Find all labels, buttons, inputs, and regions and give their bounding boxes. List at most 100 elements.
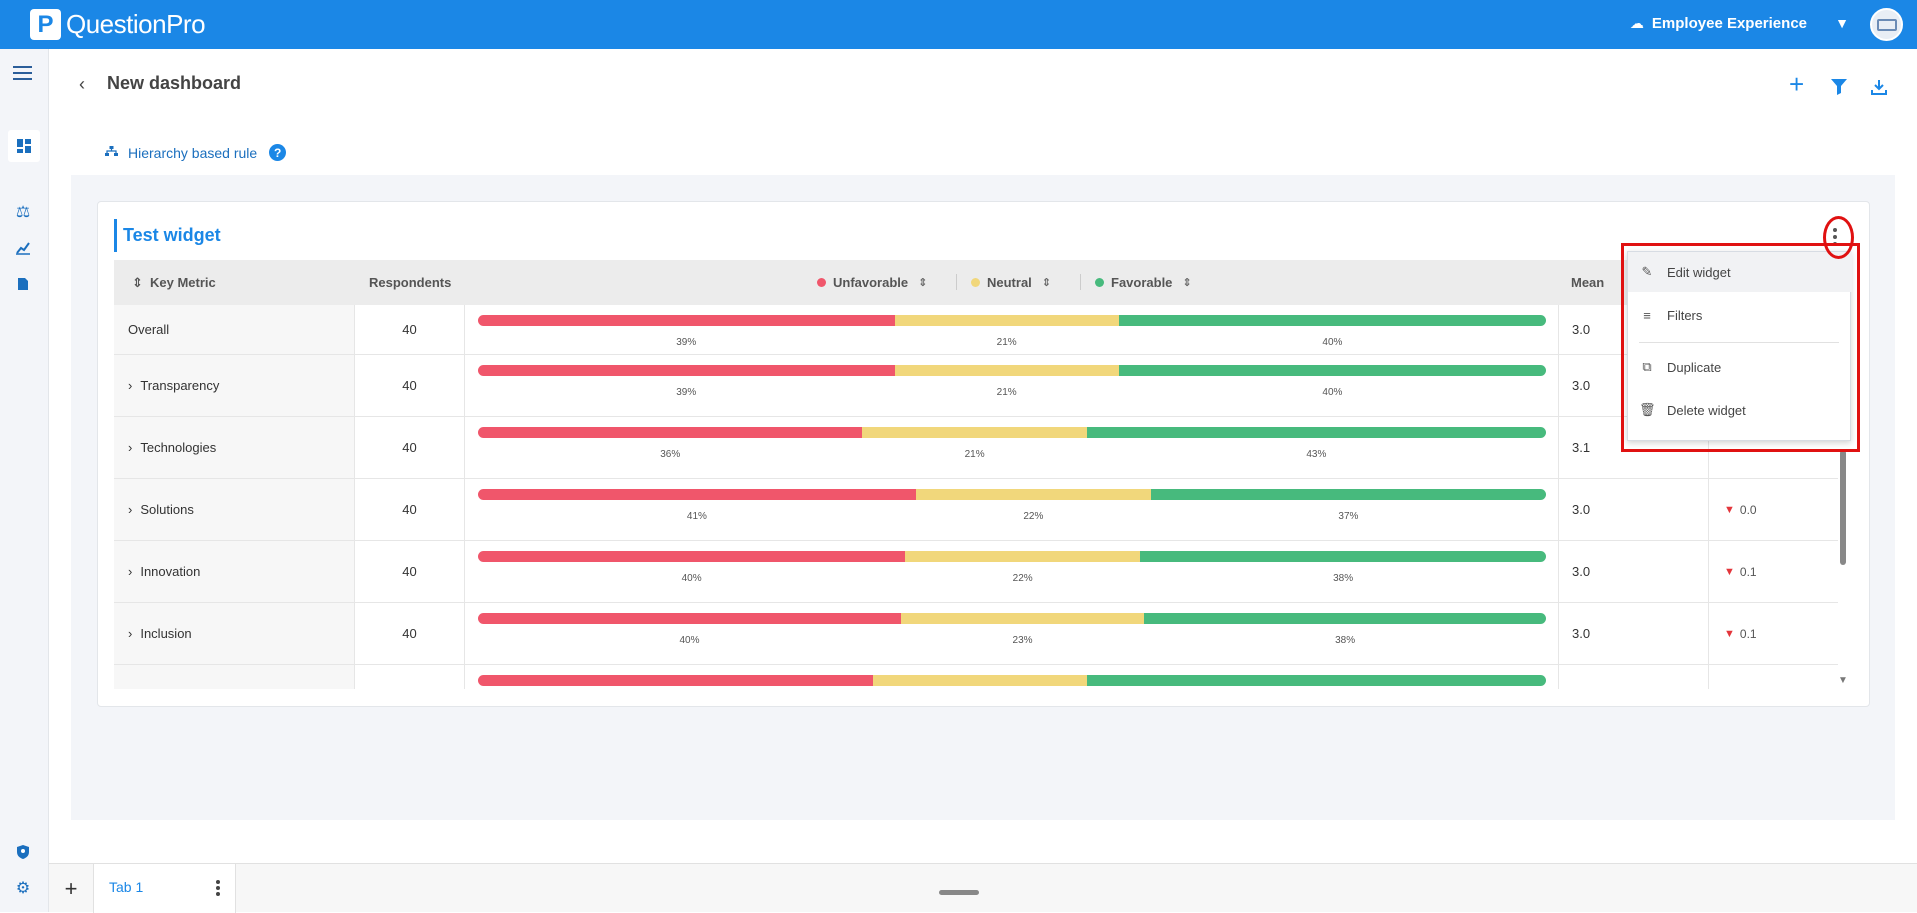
neutral-segment[interactable]: [900, 613, 1145, 624]
menu-item-filters[interactable]: ≡ Filters: [1628, 295, 1852, 335]
mean-cell: 3.1: [1572, 440, 1591, 455]
distribution-bar[interactable]: [478, 315, 1546, 326]
menu-item-label: Delete widget: [1667, 402, 1746, 418]
logo-mark: P: [30, 9, 61, 40]
sort-icon[interactable]: ⇕: [1041, 276, 1052, 289]
help-icon[interactable]: ?: [269, 144, 287, 161]
metric-name: Solutions: [140, 502, 194, 517]
table-row[interactable]: › Innovation 40 40% 22% 38% 3.0 ▼ 0.1: [114, 541, 1838, 603]
metric-name-cell[interactable]: › Technologies: [114, 417, 355, 478]
metric-name-cell[interactable]: › Inclusion: [114, 603, 355, 664]
metric-name-cell[interactable]: › Innovation: [114, 541, 355, 602]
table-row[interactable]: › Technologies 40 36% 21% 43% 3.1: [114, 417, 1838, 479]
download-icon[interactable]: [1871, 75, 1887, 101]
distribution-bar[interactable]: [478, 551, 1546, 562]
favorable-segment[interactable]: [1140, 551, 1546, 562]
filter-icon[interactable]: [1831, 75, 1847, 101]
report-icon[interactable]: [12, 273, 34, 295]
expand-chevron-icon[interactable]: ›: [128, 378, 133, 393]
neutral-dot-icon: [971, 278, 980, 287]
table-row[interactable]: › Solutions 40 41% 22% 37% 3.0 ▼ 0.0: [114, 479, 1838, 541]
add-tab-button[interactable]: +: [49, 864, 94, 913]
product-switcher[interactable]: ☁ Employee Experience: [1630, 15, 1807, 32]
metric-name-cell[interactable]: › Transparency: [114, 355, 355, 416]
hierarchy-rule-link[interactable]: Hierarchy based rule ?: [105, 144, 287, 161]
questionpro-logo[interactable]: P QuestionPro: [30, 9, 206, 40]
unfavorable-segment[interactable]: [478, 489, 916, 500]
neutral-segment[interactable]: [862, 427, 1087, 438]
caret-down-icon[interactable]: ▼: [1835, 15, 1849, 31]
copy-icon: ⧉: [1642, 359, 1652, 374]
neutral-segment[interactable]: [894, 315, 1119, 326]
table-scrollbar[interactable]: ▼: [1838, 260, 1848, 689]
distribution-bar[interactable]: [478, 675, 1546, 686]
avatar[interactable]: [1870, 8, 1903, 41]
expand-chevron-icon[interactable]: ›: [128, 440, 133, 455]
mean-cell: 3.0: [1572, 378, 1591, 393]
table-row: [114, 665, 1838, 689]
percent-labels: 40% 22% 38%: [478, 573, 1546, 587]
unfavorable-segment[interactable]: [478, 365, 895, 376]
scroll-down-icon[interactable]: ▼: [1838, 675, 1848, 686]
expand-chevron-icon[interactable]: ›: [128, 564, 133, 579]
favorable-segment[interactable]: [1118, 315, 1546, 326]
menu-item-delete-widget[interactable]: 🗑 Delete widget: [1628, 390, 1852, 430]
metric-name-cell[interactable]: › Solutions: [114, 479, 355, 540]
legend-unfavorable[interactable]: Unfavorable ⇕: [817, 275, 927, 290]
menu-item-duplicate[interactable]: ⧉ Duplicate: [1628, 347, 1852, 387]
column-divider: [1708, 603, 1709, 664]
unfavorable-segment[interactable]: [478, 427, 863, 438]
back-chevron-icon[interactable]: ‹: [79, 74, 85, 94]
neutral-segment[interactable]: [915, 489, 1151, 500]
tab-1[interactable]: Tab 1: [94, 864, 236, 913]
unfavorable-percent: 36%: [660, 449, 681, 460]
user-shield-icon[interactable]: [12, 841, 34, 863]
sort-icon[interactable]: ⇕: [132, 275, 143, 290]
menu-icon[interactable]: [13, 66, 32, 84]
add-plus-icon[interactable]: +: [1789, 69, 1805, 99]
distribution-bar[interactable]: [478, 427, 1546, 438]
expand-chevron-icon[interactable]: ›: [128, 502, 133, 517]
dashboard-icon[interactable]: [8, 130, 40, 162]
legend-neutral[interactable]: Neutral ⇕: [971, 275, 1051, 290]
sort-icon[interactable]: ⇕: [1182, 276, 1192, 289]
neutral-segment[interactable]: [905, 551, 1141, 562]
favorable-segment[interactable]: [1144, 613, 1546, 624]
settings-gear-icon[interactable]: ⚙: [15, 880, 31, 897]
favorable-segment[interactable]: [1086, 427, 1546, 438]
unfavorable-segment[interactable]: [478, 315, 895, 326]
unfavorable-segment[interactable]: [478, 613, 901, 624]
distribution-bar[interactable]: [478, 613, 1546, 624]
expand-chevron-icon[interactable]: ›: [128, 626, 133, 641]
distribution-bar[interactable]: [478, 489, 1546, 500]
rule-label: Hierarchy based rule: [128, 144, 258, 161]
col-mean[interactable]: Mean: [1571, 275, 1605, 290]
favorable-percent: 40%: [1322, 387, 1343, 398]
tab-kebab-icon[interactable]: [216, 880, 220, 898]
menu-item-edit-widget[interactable]: ✎ Edit widget: [1628, 252, 1852, 292]
favorable-segment[interactable]: [1118, 365, 1546, 376]
unfavorable-segment[interactable]: [478, 675, 874, 686]
sort-icon[interactable]: ⇕: [918, 276, 928, 289]
legend-divider: [1080, 274, 1081, 290]
page-header: ‹ New dashboard +: [49, 49, 1917, 121]
scroll-thumb[interactable]: [1840, 450, 1846, 565]
line-chart-icon[interactable]: [12, 237, 34, 259]
resize-handle[interactable]: [939, 890, 979, 895]
legend-favorable[interactable]: Favorable ⇕: [1095, 275, 1192, 290]
percent-labels: 41% 22% 37%: [478, 511, 1546, 525]
product-name: Employee Experience: [1651, 15, 1807, 32]
favorable-segment[interactable]: [1150, 489, 1546, 500]
favorable-segment[interactable]: [1086, 675, 1546, 686]
legend-favorable-label: Favorable: [1111, 275, 1173, 290]
distribution-bar[interactable]: [478, 365, 1546, 376]
unfavorable-segment[interactable]: [478, 551, 906, 562]
table-row[interactable]: › Transparency 40 39% 21% 40% 3.0: [114, 355, 1838, 417]
neutral-segment[interactable]: [873, 675, 1087, 686]
col-key-metric[interactable]: Key Metric: [150, 275, 216, 290]
neutral-percent: 21%: [996, 337, 1017, 348]
neutral-segment[interactable]: [894, 365, 1119, 376]
balance-scale-icon[interactable]: ⚖: [15, 204, 31, 221]
distribution-cell: [465, 603, 1559, 664]
table-row[interactable]: › Inclusion 40 40% 23% 38% 3.0 ▼ 0.1: [114, 603, 1838, 665]
